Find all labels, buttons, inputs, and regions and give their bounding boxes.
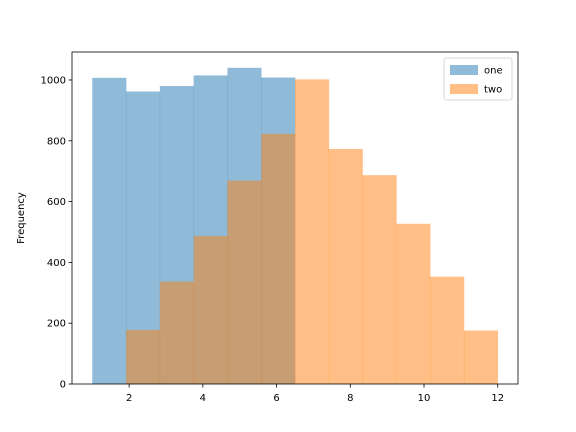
x-tick-label-6: 6 [273,393,279,404]
bar-two-3 [193,235,228,384]
bar-two-1 [126,329,161,384]
bar-two-11 [463,330,499,384]
legend-swatch-two [450,84,478,94]
x-tick-label-2: 2 [126,393,132,404]
bar-two-6 [295,79,330,384]
bar-two-10 [430,276,465,384]
bars-layer [92,67,499,385]
bar-two-8 [362,175,397,384]
y-axis-label: Frequency [16,192,27,244]
y-tick-label-200: 200 [47,319,66,330]
y-tick-label-1000: 1000 [41,75,66,86]
legend: one two [443,57,513,101]
plot-frame [71,51,519,385]
bar-one-1 [92,77,127,384]
x-tick-label-8: 8 [347,393,353,404]
legend-label-one: one [484,66,503,77]
y-tick-label-600: 600 [47,197,66,208]
x-tick-label-10: 10 [418,393,431,404]
bar-two-4 [227,180,262,384]
y-tick-label-0: 0 [60,380,66,391]
y-tick-label-800: 800 [47,136,66,147]
legend-label-two: two [484,85,502,96]
bar-two-5 [261,133,296,384]
x-tick-label-4: 4 [200,393,206,404]
axes-layer: 2 4 6 8 10 12 0 200 400 600 800 1000 [41,75,505,404]
bar-two-7 [328,148,363,384]
legend-swatch-one [450,65,478,75]
bar-two-2 [159,281,194,384]
y-tick-label-400: 400 [47,258,66,269]
bar-two-9 [396,223,431,384]
x-tick-label-12: 12 [491,393,504,404]
